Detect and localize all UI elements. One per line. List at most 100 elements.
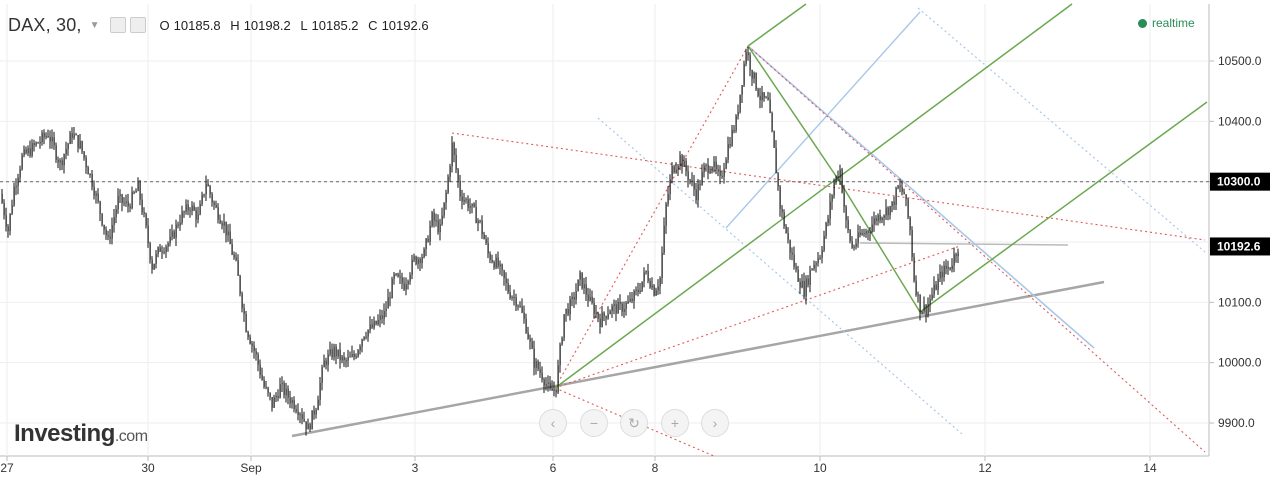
candle (957, 252, 959, 257)
candle (885, 207, 887, 216)
candle (377, 319, 379, 325)
candle (381, 315, 383, 319)
chevron-left-icon[interactable]: ‹ (539, 409, 567, 437)
candle (949, 267, 951, 270)
candle (455, 154, 457, 170)
candle (617, 301, 619, 314)
pitchfork-lower (919, 101, 1208, 313)
candle (53, 137, 55, 146)
drawing-tools[interactable] (0, 3, 1209, 457)
candle (931, 294, 933, 300)
candle (757, 89, 759, 96)
candle (527, 332, 529, 339)
candle (65, 149, 67, 155)
candle (241, 293, 243, 309)
candle (583, 284, 585, 289)
y-tick-label: 9900.0 (1218, 416, 1255, 430)
candle (27, 148, 29, 154)
candle (229, 231, 231, 245)
candle (947, 267, 949, 269)
candle (133, 192, 135, 194)
candle (517, 305, 519, 307)
zoom-in-icon[interactable]: + (661, 409, 689, 437)
candle (151, 259, 153, 270)
settings-icon[interactable] (129, 17, 146, 33)
close-label: C (368, 17, 378, 33)
candle (317, 399, 319, 410)
x-tick-label: 10 (813, 461, 827, 475)
candle (629, 298, 631, 302)
candle (165, 246, 167, 252)
candle (849, 230, 851, 242)
candle (355, 356, 357, 358)
candle (829, 201, 831, 219)
candle (809, 270, 811, 285)
candle (135, 190, 137, 193)
candle (627, 301, 629, 304)
candle (827, 218, 829, 223)
candle (35, 142, 37, 146)
candle (259, 364, 261, 375)
candle (695, 189, 697, 201)
candle (503, 270, 505, 279)
candle (573, 296, 575, 300)
candle (243, 308, 245, 314)
reset-icon[interactable]: ↻ (620, 409, 648, 437)
candle (899, 185, 901, 188)
candle (249, 337, 251, 344)
candle (181, 211, 183, 223)
candle (553, 389, 555, 391)
candle (821, 250, 823, 258)
candle (413, 256, 415, 260)
candle (473, 203, 475, 207)
candle (217, 207, 219, 220)
candle (839, 169, 841, 179)
candle (577, 279, 579, 292)
candle (375, 321, 377, 325)
candle (453, 142, 455, 155)
camera-icon[interactable] (109, 17, 126, 33)
candle (33, 143, 35, 146)
x-tick-label: Sep (240, 461, 262, 475)
candle (623, 309, 625, 312)
candle (347, 356, 349, 361)
candle (917, 294, 919, 296)
candle (811, 268, 813, 271)
candle (489, 253, 491, 261)
chevron-down-icon[interactable]: ▼ (89, 19, 100, 31)
candle (941, 271, 943, 278)
symbol-title[interactable]: DAX, 30, (8, 14, 82, 35)
candle (119, 194, 121, 196)
candle (879, 215, 881, 221)
candle (911, 230, 913, 258)
candle (369, 324, 371, 330)
candle (859, 232, 861, 235)
candle (143, 212, 145, 214)
candle (231, 244, 233, 255)
candle (665, 203, 667, 226)
candle (703, 165, 705, 172)
candle (361, 339, 363, 347)
open-label: O (159, 17, 170, 33)
candle (269, 392, 271, 397)
candle (883, 215, 885, 218)
candle (147, 225, 149, 244)
candle (813, 264, 815, 269)
candle (797, 269, 799, 282)
candle (667, 194, 669, 204)
zoom-out-icon[interactable]: − (580, 409, 608, 437)
candle (805, 278, 807, 297)
candle (779, 186, 781, 209)
candle (337, 349, 339, 357)
candle (461, 196, 463, 202)
candle (227, 231, 229, 236)
candle (201, 194, 203, 204)
candle (55, 145, 57, 160)
candle (101, 213, 103, 225)
candle (519, 305, 521, 307)
candle (701, 171, 703, 186)
candle (73, 134, 75, 138)
candle (753, 72, 755, 79)
chevron-right-icon[interactable]: › (701, 409, 729, 437)
